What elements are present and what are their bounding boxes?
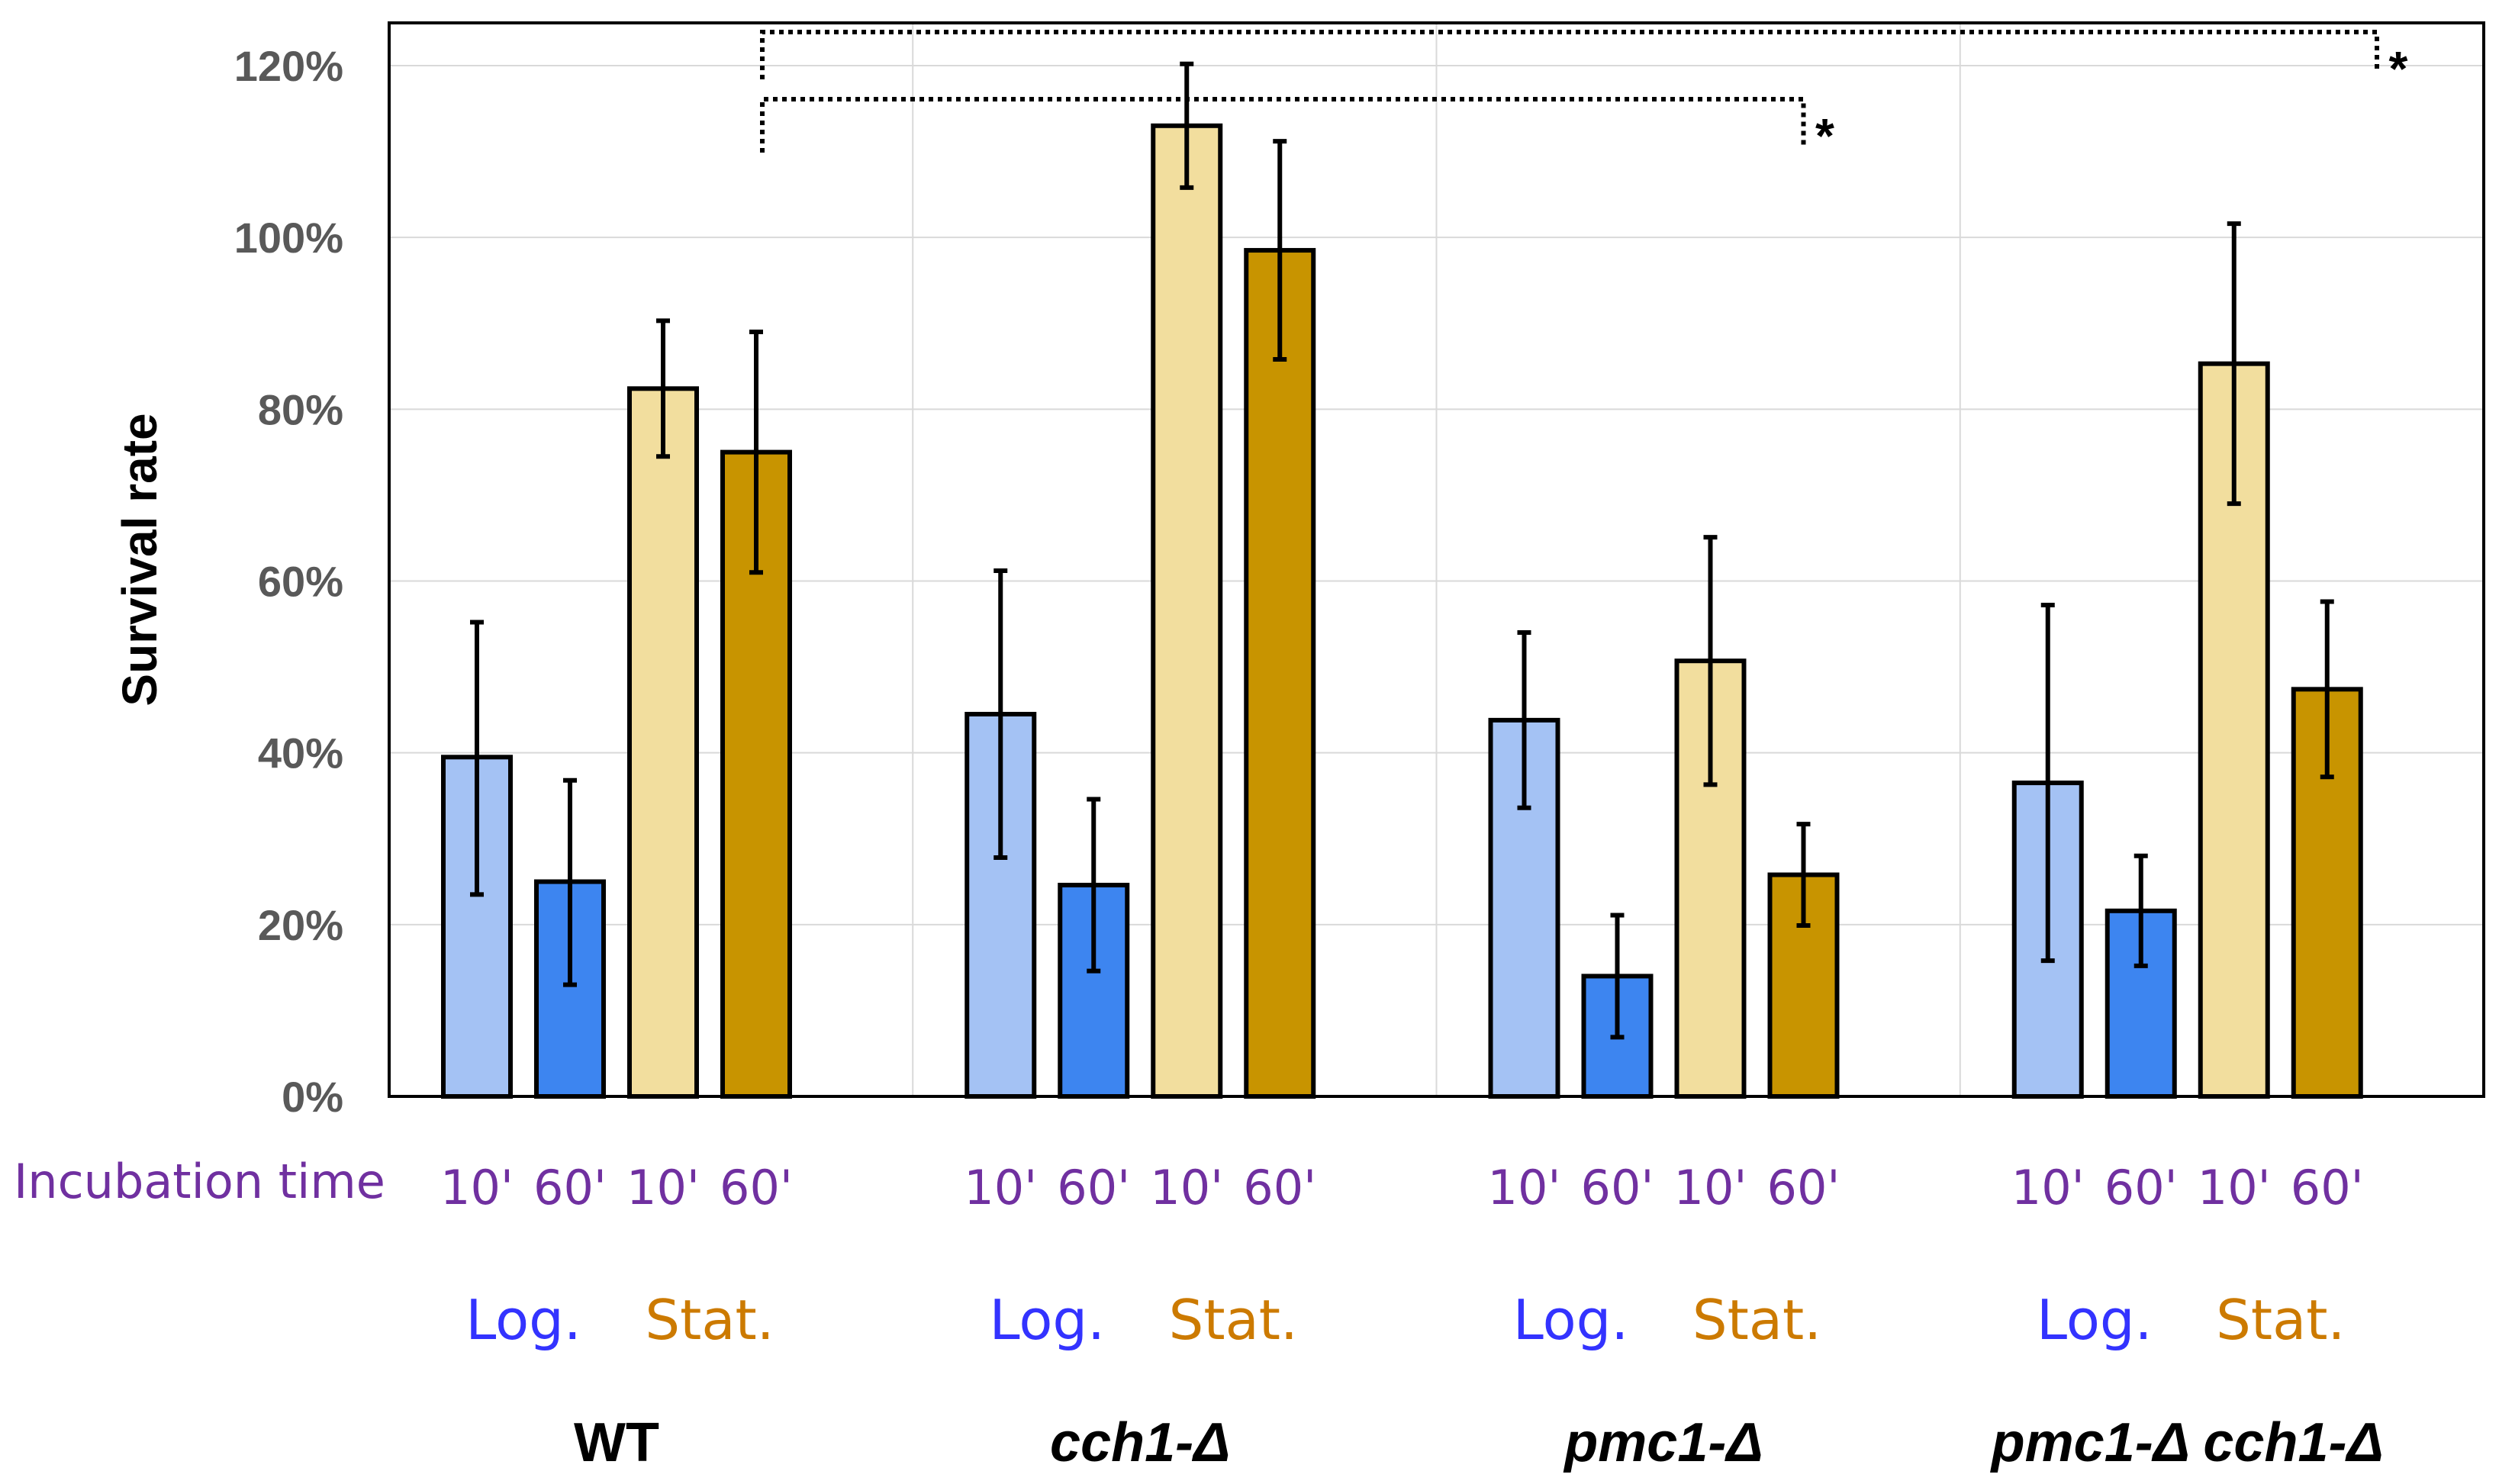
incubation-time-label: 10' bbox=[1674, 1160, 1747, 1215]
incubation-time-label: 10' bbox=[440, 1160, 514, 1215]
bar bbox=[627, 386, 699, 1099]
incubation-time-label: 10' bbox=[1150, 1160, 1223, 1215]
y-tick-label: 100% bbox=[234, 214, 343, 262]
y-tick-label: 40% bbox=[258, 729, 343, 777]
incubation-time-label: 10' bbox=[2198, 1160, 2271, 1215]
incubation-time-label: 60' bbox=[1767, 1160, 1840, 1215]
phase-label-stat: Stat. bbox=[1169, 1288, 1298, 1352]
incubation-time-label: 60' bbox=[1581, 1160, 1654, 1215]
y-tick-label: 80% bbox=[258, 385, 343, 433]
phase-label-stat: Stat. bbox=[645, 1288, 774, 1352]
incubation-time-label: 10' bbox=[964, 1160, 1037, 1215]
significance-star: * bbox=[2389, 41, 2408, 96]
y-tick-label: 20% bbox=[258, 901, 343, 949]
significance-brackets: ** bbox=[760, 30, 2408, 163]
plot-area-frame bbox=[388, 21, 2485, 1098]
phase-label-stat: Stat. bbox=[1692, 1288, 1821, 1352]
significance-bracket bbox=[760, 30, 2379, 79]
significance-star: * bbox=[1815, 108, 1834, 163]
phase-label-stat: Stat. bbox=[2216, 1288, 2345, 1352]
phase-label-log: Log. bbox=[465, 1288, 581, 1352]
y-axis-title: Survival rate bbox=[112, 413, 167, 706]
significance-bracket bbox=[760, 97, 1806, 153]
incubation-time-label: 10' bbox=[1488, 1160, 1561, 1215]
category-labels: 10' 60' 10' 60' Log. Stat. WT 10' 60' 10' 60' Log. S… bbox=[440, 1160, 2384, 1473]
incubation-time-label: 60' bbox=[1243, 1160, 1316, 1215]
incubation-time-label: 60' bbox=[2105, 1160, 2178, 1215]
bar bbox=[2198, 361, 2270, 1099]
incubation-time-label: 10' bbox=[2011, 1160, 2085, 1215]
incubation-time-label: 60' bbox=[2291, 1160, 2364, 1215]
bars bbox=[441, 123, 2363, 1099]
strain-label: cch1-Δ bbox=[1050, 1412, 1230, 1473]
y-tick-label: 0% bbox=[282, 1073, 343, 1121]
incubation-time-label: 60' bbox=[1057, 1160, 1130, 1215]
phase-label-log: Log. bbox=[1513, 1288, 1629, 1352]
phase-label-log: Log. bbox=[2037, 1288, 2153, 1352]
strain-label: pmc1-Δ cch1-Δ bbox=[1990, 1412, 2384, 1473]
strain-label: WT bbox=[574, 1412, 659, 1473]
bar bbox=[1244, 248, 1316, 1099]
y-axis-ticks: 0% 20% 40% 60% 80% 100% 120% bbox=[234, 42, 343, 1121]
incubation-time-row-label: Incubation time bbox=[14, 1154, 385, 1209]
incubation-time-label: 60' bbox=[533, 1160, 607, 1215]
phase-label-log: Log. bbox=[990, 1288, 1106, 1352]
y-tick-label: 60% bbox=[258, 558, 343, 606]
incubation-time-label: 10' bbox=[626, 1160, 700, 1215]
error-bars bbox=[470, 61, 2334, 1040]
incubation-time-label: 60' bbox=[720, 1160, 793, 1215]
bar bbox=[1151, 123, 1223, 1099]
y-tick-label: 120% bbox=[234, 42, 343, 90]
strain-label: pmc1-Δ bbox=[1563, 1412, 1763, 1473]
